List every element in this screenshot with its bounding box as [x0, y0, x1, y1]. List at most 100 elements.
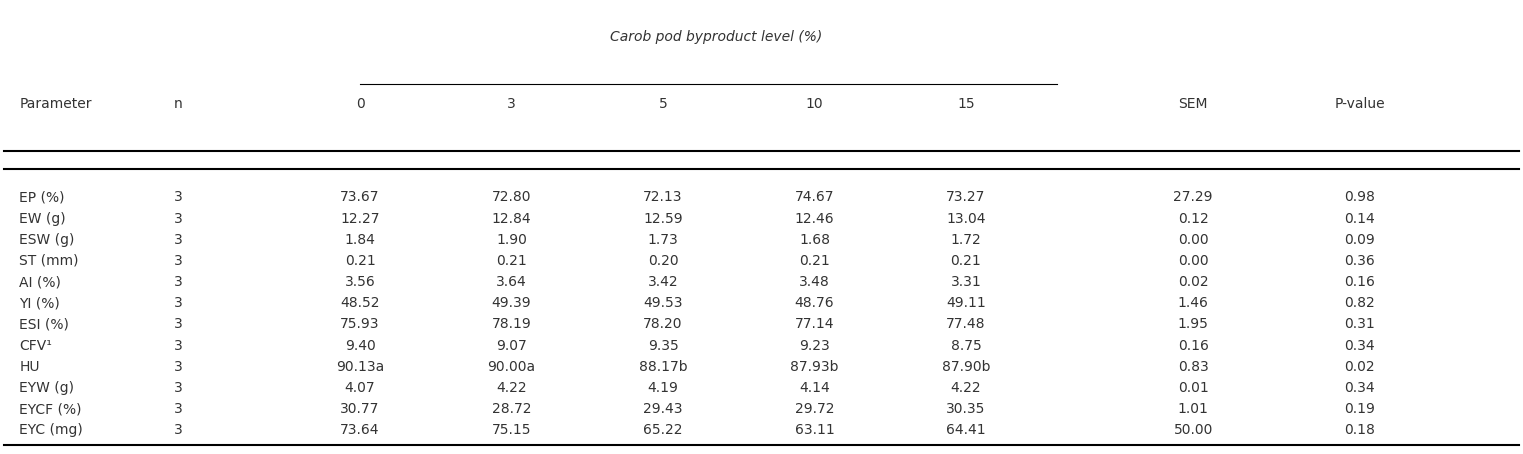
Text: 3: 3: [174, 402, 183, 416]
Text: ST (mm): ST (mm): [20, 254, 79, 268]
Text: 72.13: 72.13: [643, 191, 682, 204]
Text: EYC (mg): EYC (mg): [20, 423, 84, 437]
Text: 10: 10: [806, 97, 824, 111]
Text: 0.21: 0.21: [800, 254, 830, 268]
Text: 3: 3: [174, 317, 183, 331]
Text: 3.42: 3.42: [647, 275, 678, 289]
Text: 87.93b: 87.93b: [790, 360, 839, 374]
Text: 90.13a: 90.13a: [337, 360, 384, 374]
Text: 4.22: 4.22: [950, 381, 981, 395]
Text: 1.84: 1.84: [344, 233, 376, 247]
Text: 0.14: 0.14: [1345, 212, 1375, 226]
Text: 5: 5: [658, 97, 667, 111]
Text: 3: 3: [174, 233, 183, 247]
Text: 0.21: 0.21: [496, 254, 527, 268]
Text: EW (g): EW (g): [20, 212, 65, 226]
Text: 77.48: 77.48: [946, 317, 985, 331]
Text: EP (%): EP (%): [20, 191, 65, 204]
Text: 3: 3: [174, 381, 183, 395]
Text: 65.22: 65.22: [643, 423, 682, 437]
Text: 3: 3: [174, 423, 183, 437]
Text: 13.04: 13.04: [946, 212, 985, 226]
Text: 0.00: 0.00: [1177, 233, 1208, 247]
Text: 78.19: 78.19: [492, 317, 532, 331]
Text: 30.35: 30.35: [946, 402, 985, 416]
Text: AI (%): AI (%): [20, 275, 61, 289]
Text: 1.95: 1.95: [1177, 317, 1209, 331]
Text: 15: 15: [956, 97, 975, 111]
Text: 3.31: 3.31: [950, 275, 981, 289]
Text: 73.67: 73.67: [340, 191, 379, 204]
Text: 0.36: 0.36: [1345, 254, 1375, 268]
Text: 3.48: 3.48: [800, 275, 830, 289]
Text: 1.73: 1.73: [647, 233, 678, 247]
Text: 49.53: 49.53: [643, 296, 682, 311]
Text: 4.22: 4.22: [496, 381, 527, 395]
Text: 12.84: 12.84: [492, 212, 532, 226]
Text: 87.90b: 87.90b: [941, 360, 990, 374]
Text: 88.17b: 88.17b: [638, 360, 687, 374]
Text: 48.76: 48.76: [795, 296, 835, 311]
Text: 1.90: 1.90: [496, 233, 527, 247]
Text: P-value: P-value: [1334, 97, 1384, 111]
Text: 3: 3: [174, 339, 183, 353]
Text: 75.93: 75.93: [340, 317, 379, 331]
Text: 74.67: 74.67: [795, 191, 835, 204]
Text: 4.07: 4.07: [344, 381, 376, 395]
Text: 3: 3: [174, 212, 183, 226]
Text: 3: 3: [174, 360, 183, 374]
Text: YI (%): YI (%): [20, 296, 59, 311]
Text: 77.14: 77.14: [795, 317, 835, 331]
Text: 12.27: 12.27: [340, 212, 379, 226]
Text: 0.19: 0.19: [1345, 402, 1375, 416]
Text: 0.02: 0.02: [1177, 275, 1208, 289]
Text: 73.27: 73.27: [946, 191, 985, 204]
Text: 3.56: 3.56: [344, 275, 376, 289]
Text: 0.82: 0.82: [1345, 296, 1375, 311]
Text: 4.14: 4.14: [800, 381, 830, 395]
Text: 9.07: 9.07: [496, 339, 527, 353]
Text: 50.00: 50.00: [1174, 423, 1212, 437]
Text: 49.11: 49.11: [946, 296, 985, 311]
Text: 0: 0: [356, 97, 364, 111]
Text: n: n: [174, 97, 183, 111]
Text: 1.01: 1.01: [1177, 402, 1209, 416]
Text: 28.72: 28.72: [492, 402, 532, 416]
Text: 9.23: 9.23: [800, 339, 830, 353]
Text: 4.19: 4.19: [647, 381, 678, 395]
Text: EYCF (%): EYCF (%): [20, 402, 82, 416]
Text: 30.77: 30.77: [341, 402, 379, 416]
Text: 1.72: 1.72: [950, 233, 981, 247]
Text: 0.31: 0.31: [1345, 317, 1375, 331]
Text: 0.00: 0.00: [1177, 254, 1208, 268]
Text: HU: HU: [20, 360, 40, 374]
Text: 0.18: 0.18: [1345, 423, 1375, 437]
Text: 9.40: 9.40: [344, 339, 376, 353]
Text: 3: 3: [507, 97, 516, 111]
Text: 3.64: 3.64: [496, 275, 527, 289]
Text: 75.15: 75.15: [492, 423, 532, 437]
Text: ESW (g): ESW (g): [20, 233, 75, 247]
Text: 0.34: 0.34: [1345, 381, 1375, 395]
Text: 3: 3: [174, 275, 183, 289]
Text: 0.21: 0.21: [344, 254, 376, 268]
Text: EYW (g): EYW (g): [20, 381, 75, 395]
Text: 29.43: 29.43: [643, 402, 682, 416]
Text: 9.35: 9.35: [647, 339, 678, 353]
Text: 0.16: 0.16: [1177, 339, 1209, 353]
Text: 0.21: 0.21: [950, 254, 981, 268]
Text: 0.98: 0.98: [1345, 191, 1375, 204]
Text: 1.68: 1.68: [800, 233, 830, 247]
Text: 0.09: 0.09: [1345, 233, 1375, 247]
Text: 49.39: 49.39: [492, 296, 532, 311]
Text: 63.11: 63.11: [795, 423, 835, 437]
Text: 0.02: 0.02: [1345, 360, 1375, 374]
Text: 12.46: 12.46: [795, 212, 835, 226]
Text: 12.59: 12.59: [643, 212, 682, 226]
Text: 8.75: 8.75: [950, 339, 981, 353]
Text: Parameter: Parameter: [20, 97, 91, 111]
Text: 90.00a: 90.00a: [487, 360, 536, 374]
Text: 0.83: 0.83: [1177, 360, 1209, 374]
Text: 29.72: 29.72: [795, 402, 835, 416]
Text: 3: 3: [174, 296, 183, 311]
